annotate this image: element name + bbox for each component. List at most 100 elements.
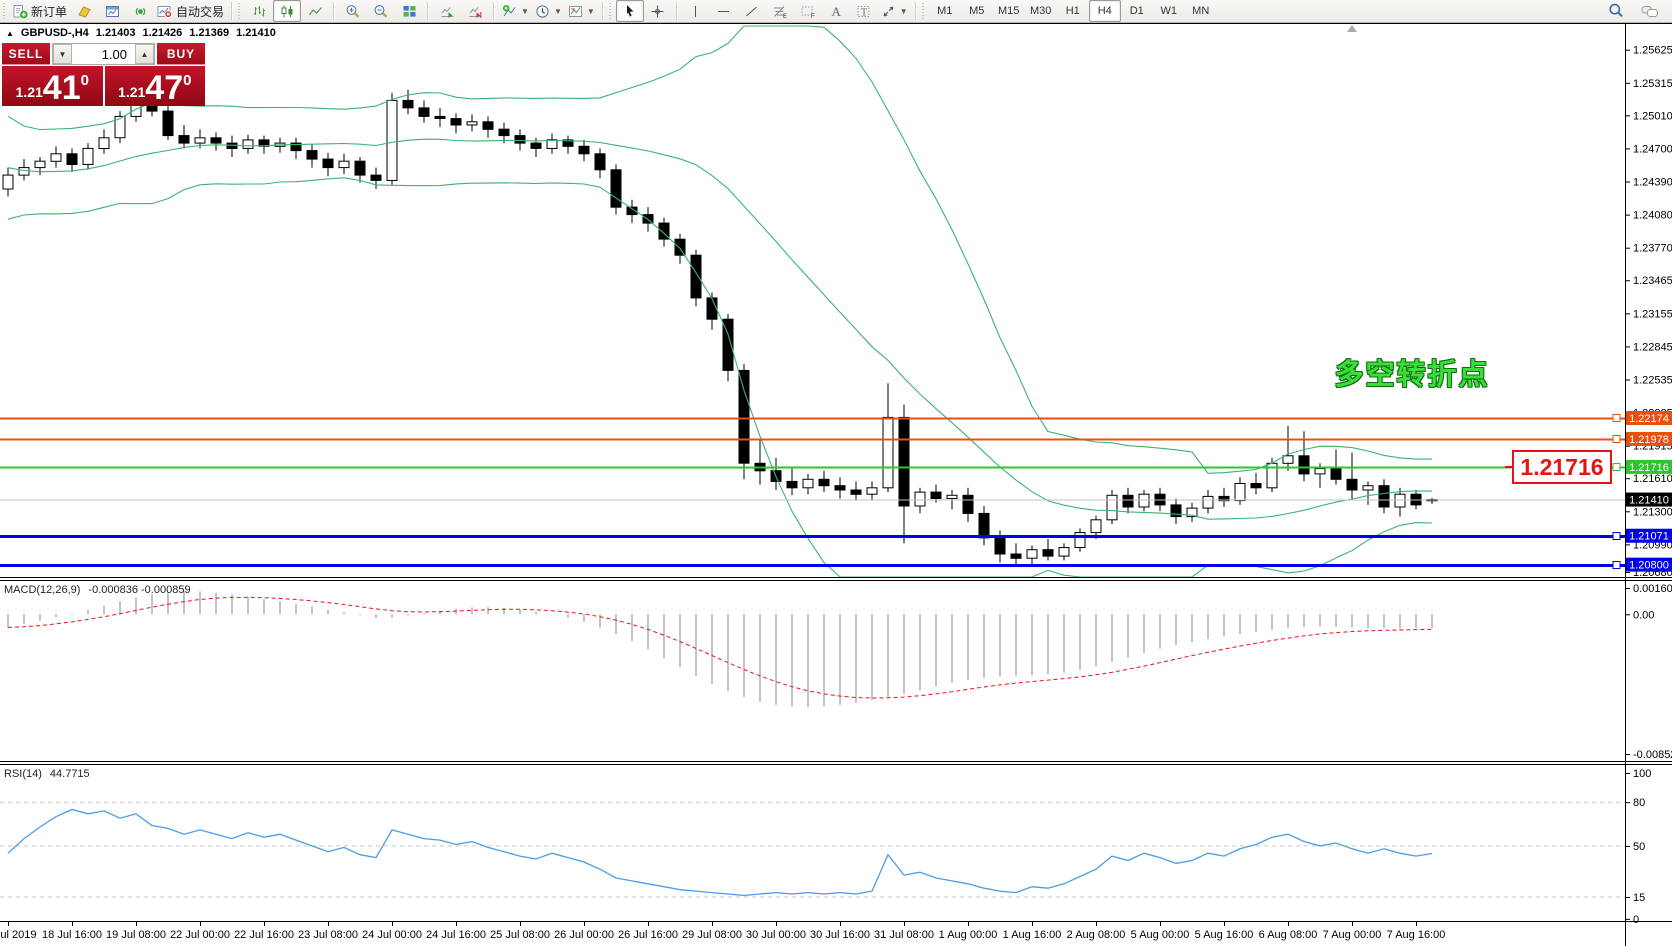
chart-window-button[interactable] (98, 0, 126, 22)
ohlc-close: 1.21410 (236, 27, 276, 39)
toolbar-separator (914, 2, 917, 20)
chart-window-icon (105, 4, 120, 19)
rsi-name: RSI(14) (4, 768, 42, 780)
line-chart-button[interactable] (301, 0, 329, 22)
sell-button[interactable]: SELL (2, 43, 50, 65)
one-click-trading-panel: SELL ▼ 1.00 ▲ BUY 1.21 41 0 1.21 47 0 (2, 43, 205, 106)
svg-text:30 Jul 16:00: 30 Jul 16:00 (810, 929, 870, 941)
hline-handle[interactable] (1612, 414, 1621, 422)
svg-text:26 Jul 16:00: 26 Jul 16:00 (618, 929, 678, 941)
timeframe-H1[interactable]: H1 (1065, 5, 1080, 17)
timeframe-M5[interactable]: M5 (969, 5, 985, 17)
toolbar-separator (427, 2, 430, 20)
toolbar-separator (231, 2, 234, 20)
chat-button[interactable] (1636, 0, 1664, 22)
tile-windows-icon (402, 4, 417, 19)
quotes-button[interactable] (70, 0, 98, 22)
horizontal-line-button[interactable] (710, 0, 738, 22)
bollinger-middle (7, 138, 1433, 520)
sell-price-button[interactable]: 1.21 41 0 (2, 66, 103, 106)
periods-button[interactable]: ▼ (532, 0, 565, 22)
chat-icon (1641, 4, 1659, 19)
arrows-icon (881, 4, 896, 19)
text-button[interactable]: A (822, 0, 850, 22)
autotrade-button[interactable]: 自动交易 (154, 0, 227, 22)
svg-text:100: 100 (1633, 768, 1651, 780)
timeframe-M30[interactable]: M30 (1030, 5, 1052, 17)
text-label-icon: T (856, 4, 872, 19)
toolbar-separator (493, 2, 496, 20)
buy-price-button[interactable]: 1.21 47 0 (104, 66, 205, 107)
svg-text:1 Aug 16:00: 1 Aug 16:00 (1003, 929, 1062, 941)
trendline-button[interactable] (738, 0, 766, 22)
svg-text:31 Jul 08:00: 31 Jul 08:00 (874, 929, 934, 941)
timeframe-H4[interactable]: H4 (1088, 0, 1121, 22)
tile-windows-button[interactable] (395, 0, 423, 22)
chart-shift-button[interactable] (461, 0, 489, 22)
buy-price-sup: 0 (183, 72, 192, 89)
auto-scroll-button[interactable] (433, 0, 461, 22)
svg-text:E: E (783, 14, 787, 19)
vertical-line-button[interactable] (682, 0, 710, 22)
svg-text:1.21071: 1.21071 (1629, 531, 1669, 543)
price-callout-box[interactable]: 1.21716 (1505, 450, 1612, 484)
buy-button[interactable]: BUY (157, 43, 205, 65)
bar-chart-button[interactable] (245, 0, 273, 22)
zoom-out-button[interactable] (367, 0, 395, 22)
new-order-button[interactable]: 新订单 (10, 0, 70, 22)
volume-increase-button[interactable]: ▲ (135, 44, 154, 64)
macd-window-label: MACD(12,26,9) -0.000836 -0.000859 (4, 584, 191, 596)
templates-button[interactable]: ▼ (565, 0, 598, 22)
svg-text:19 Jul 08:00: 19 Jul 08:00 (106, 929, 166, 941)
fibo-grid-button[interactable]: F (794, 0, 822, 22)
text-label-button[interactable]: T (850, 0, 878, 22)
timeframe-M15[interactable]: M15 (998, 5, 1020, 17)
hline-handle[interactable] (1612, 561, 1621, 569)
signal-button[interactable] (126, 0, 154, 22)
svg-text:24 Jul 00:00: 24 Jul 00:00 (362, 929, 422, 941)
timeframe-D1[interactable]: D1 (1129, 5, 1144, 17)
svg-text:5 Aug 16:00: 5 Aug 16:00 (1195, 929, 1254, 941)
arrows-button[interactable]: ▼ (878, 0, 911, 22)
svg-text:1.20800: 1.20800 (1629, 560, 1669, 572)
rsi-line (7, 808, 1433, 897)
volume-decrease-button[interactable]: ▼ (53, 44, 72, 64)
zoom-in-button[interactable] (339, 0, 367, 22)
chart-shift-icon (468, 4, 483, 19)
svg-text:0.001607: 0.001607 (1633, 583, 1672, 595)
bollinger-lower (7, 177, 1433, 578)
panel-frames (0, 23, 1672, 946)
fibo-button[interactable]: E (766, 0, 794, 22)
search-button[interactable] (1602, 0, 1630, 22)
sell-price-sup: 0 (80, 72, 89, 89)
svg-text:29 Jul 08:00: 29 Jul 08:00 (682, 929, 742, 941)
candlestick-button[interactable] (273, 0, 302, 22)
candlestick-series (2, 86, 1438, 567)
signal-icon (133, 4, 148, 19)
hline-handle[interactable] (1612, 435, 1621, 443)
crosshair-button[interactable] (644, 0, 672, 22)
svg-text:1.22174: 1.22174 (1629, 413, 1669, 425)
timeframe-M1[interactable]: M1 (937, 5, 953, 17)
cursor-button[interactable] (615, 0, 644, 22)
svg-text:80: 80 (1633, 797, 1645, 809)
timeframe-W1[interactable]: W1 (1160, 5, 1177, 17)
buy-price-big: 47 (145, 69, 184, 107)
sell-price-small: 1.21 (15, 84, 43, 100)
collapse-icon[interactable]: ▲ (6, 28, 14, 38)
chart-shift-marker-icon[interactable] (1347, 25, 1357, 32)
svg-text:1.21978: 1.21978 (1629, 434, 1669, 446)
svg-text:7 Aug 00:00: 7 Aug 00:00 (1323, 929, 1382, 941)
svg-text:1.24390: 1.24390 (1633, 177, 1672, 189)
volume-stepper: ▼ 1.00 ▲ (52, 43, 155, 65)
new-order-icon (13, 4, 28, 19)
volume-value[interactable]: 1.00 (101, 46, 127, 62)
timeframe-MN[interactable]: MN (1192, 5, 1210, 17)
toolbar-grip (921, 3, 926, 19)
indicators-button[interactable]: ▼ (499, 0, 532, 22)
svg-text:2 Aug 08:00: 2 Aug 08:00 (1067, 929, 1126, 941)
hline-handle[interactable] (1612, 463, 1621, 471)
hline-handle[interactable] (1612, 532, 1621, 540)
svg-text:25 Jul 08:00: 25 Jul 08:00 (490, 929, 550, 941)
